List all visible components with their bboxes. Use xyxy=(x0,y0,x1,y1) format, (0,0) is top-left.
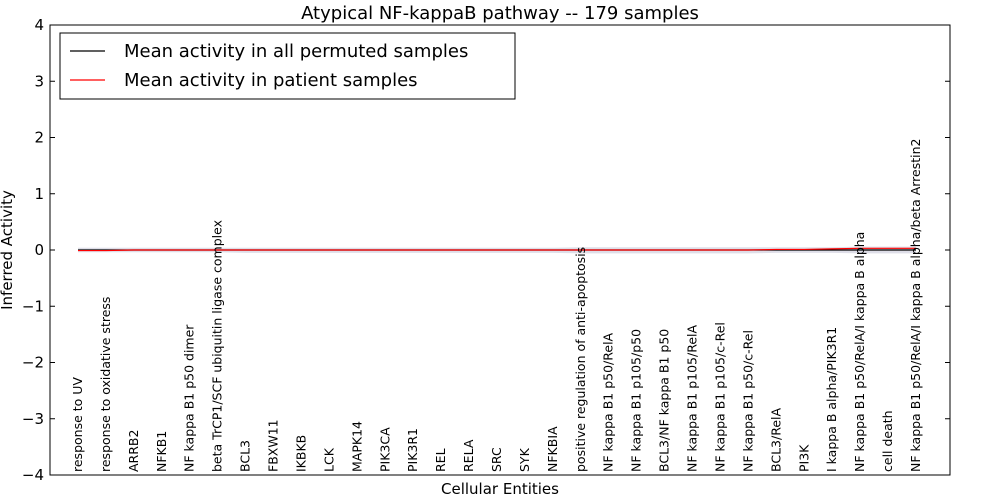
x-tick-label: SRC xyxy=(489,447,504,472)
y-tick-label: −1 xyxy=(22,297,44,315)
x-tick-label: NFKBIA xyxy=(545,426,560,472)
x-tick-label: IKBKB xyxy=(293,435,308,472)
x-tick-label: SYK xyxy=(517,447,532,472)
chart-title: Atypical NF-kappaB pathway -- 179 sample… xyxy=(301,3,699,24)
x-tick-label: beta TrCP1/SCF ubiquitin ligase complex xyxy=(210,220,225,472)
y-tick-label: 2 xyxy=(34,129,44,147)
x-tick-label: NF kappa B1 p50 dimer xyxy=(182,324,197,472)
legend-label-1: Mean activity in patient samples xyxy=(124,70,418,91)
x-tick-label: REL xyxy=(433,448,448,472)
y-tick-label: −2 xyxy=(22,354,44,372)
x-tick-label: response to UV xyxy=(70,377,85,472)
legend-label-0: Mean activity in all permuted samples xyxy=(124,41,468,62)
x-tick-label: BCL3 xyxy=(238,440,253,472)
x-tick-label: NF kappa B1 p50/c-Rel xyxy=(740,330,755,472)
x-tick-label: PIK3CA xyxy=(377,427,392,472)
y-tick-label: 1 xyxy=(34,185,44,203)
plot-layer: −4 −3 −2 −1 0 1 2 3 4 response to UV response to o… xyxy=(22,16,951,484)
x-tick-label: BCL3/NF kappa B1 p50 xyxy=(657,329,672,472)
y-tick-label: −3 xyxy=(22,410,44,428)
y-tick-label: 3 xyxy=(34,72,44,90)
y-tick-label: 0 xyxy=(34,241,44,259)
x-tick-label: NF kappa B1 p50/RelA/I kappa B alpha/bet… xyxy=(908,139,923,473)
series-line-1 xyxy=(78,247,916,252)
legend-box xyxy=(59,32,516,100)
x-tick-label: NFKB1 xyxy=(154,431,169,472)
y-tick-label: −4 xyxy=(22,466,44,484)
y-axis-label: Inferred Activity xyxy=(0,190,16,310)
x-tick-label: ARRB2 xyxy=(126,430,141,472)
x-tick-label: NF kappa B1 p105/p50 xyxy=(629,329,644,472)
x-tick-label: BCL3/RelA xyxy=(768,408,783,472)
y-tick-label: 4 xyxy=(34,16,44,34)
x-tick-label: NF kappa B1 p50/RelA/I kappa B alpha xyxy=(852,232,867,472)
x-tick-label: PI3K xyxy=(796,444,811,472)
x-tick-label: NF kappa B1 p105/RelA xyxy=(685,325,700,472)
x-tick-label: PIK3R1 xyxy=(405,428,420,472)
x-tick-label: RELA xyxy=(461,439,476,472)
x-tick-label: response to oxidative stress xyxy=(98,297,113,472)
x-tick-label: cell death xyxy=(880,410,895,472)
x-tick-label: NF kappa B1 p50/RelA xyxy=(601,332,616,472)
x-tick-label: MAPK14 xyxy=(349,421,364,472)
x-tick-label: LCK xyxy=(321,447,336,472)
x-tick-label: I kappa B alpha/PIK3R1 xyxy=(824,327,839,472)
x-axis-label: Cellular Entities xyxy=(441,480,559,498)
x-tick-label: FBXW11 xyxy=(266,419,281,472)
x-tick-label: positive regulation of anti-apoptosis xyxy=(573,247,588,472)
x-tick-label: NF kappa B1 p105/c-Rel xyxy=(712,322,727,472)
